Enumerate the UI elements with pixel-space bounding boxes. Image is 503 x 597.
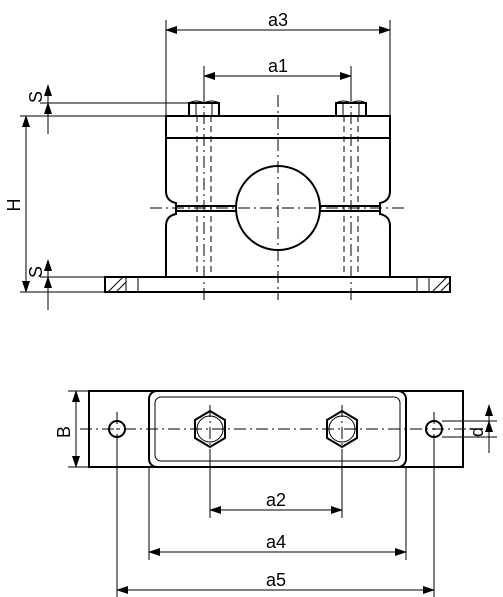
bolt-left: [189, 90, 219, 300]
dim-a4-label: a4: [266, 532, 286, 552]
front-view: a3 a1 H S S: [4, 10, 450, 310]
dim-a1-label: a1: [268, 56, 288, 76]
dim-H-label: H: [4, 199, 24, 212]
top-view: B d a2 a4 a5: [54, 391, 497, 597]
dim-B-label: B: [54, 426, 74, 438]
dim-a5-label: a5: [266, 570, 286, 590]
engineering-drawing: a3 a1 H S S: [0, 0, 503, 597]
dim-a2-label: a2: [266, 490, 286, 510]
bolt-right: [336, 90, 366, 300]
dim-a3-label: a3: [268, 10, 288, 30]
dim-d-label: d: [467, 427, 487, 437]
dim-S-top-label: S: [26, 91, 46, 103]
dim-S-bot-label: S: [26, 266, 46, 278]
